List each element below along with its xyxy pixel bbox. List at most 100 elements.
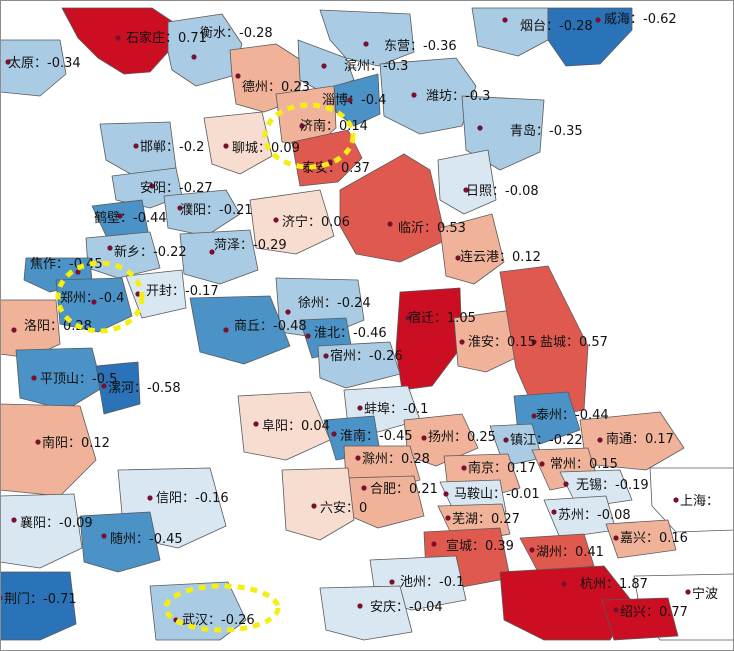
city-dot-luan xyxy=(311,503,317,509)
city-label-chizhou: 池州：-0.1 xyxy=(400,575,464,590)
city-label-xinxiang: 新乡：-0.22 xyxy=(114,244,187,260)
city-dot-huainan xyxy=(331,431,337,437)
city-dot-anyang xyxy=(149,183,155,189)
region-fuyang xyxy=(237,391,331,461)
city-label-anyang: 安阳：-0.27 xyxy=(140,181,213,196)
region-puyang xyxy=(163,189,241,237)
city-label-maanshan: 马鞍山：-0.01 xyxy=(454,486,540,502)
city-dot-linyi xyxy=(387,221,393,227)
city-dot-weifang xyxy=(411,92,417,98)
city-label-linyi: 临沂：0.53 xyxy=(398,221,466,236)
city-label-hangzhou: 杭州：1.87 xyxy=(580,577,648,592)
city-dot-zibo xyxy=(347,97,353,103)
city-label-nanjing: 南京：0.17 xyxy=(468,460,536,476)
region-heze xyxy=(179,229,259,285)
city-dot-rizhao xyxy=(463,187,469,193)
city-dot-jinan xyxy=(299,123,305,129)
city-label-huaibei: 淮北：-0.46 xyxy=(314,326,387,341)
city-label-weihai: 威海：-0.62 xyxy=(604,12,677,27)
city-label-xiangyang: 襄阳：-0.09 xyxy=(20,515,93,531)
city-dot-wuxi xyxy=(563,481,569,487)
city-label-taian: 泰安：0.37 xyxy=(302,161,370,176)
city-dot-qingdao xyxy=(477,125,483,131)
city-label-luan: 六安：0 xyxy=(320,501,367,516)
city-label-huaian: 淮安：0.15 xyxy=(468,335,536,350)
city-label-nanyang: 南阳：0.12 xyxy=(42,435,110,451)
city-label-wuxi: 无锡：-0.19 xyxy=(576,478,649,493)
city-label-yangzhou: 扬州：0.25 xyxy=(428,430,496,445)
city-dot-yangzhou xyxy=(421,435,427,441)
city-label-ningbo: 宁波 xyxy=(692,586,718,602)
region-dongying xyxy=(319,9,415,67)
city-dots-layer xyxy=(0,17,691,623)
city-dot-hebi xyxy=(117,213,123,219)
city-label-dezhou: 德州：0.23 xyxy=(242,80,310,95)
city-dot-weihai xyxy=(595,17,601,23)
city-dot-luohe xyxy=(101,383,107,389)
city-label-taiyuan: 太原：-0.34 xyxy=(8,56,81,71)
region-pingdingshan xyxy=(15,347,103,411)
region-yantai xyxy=(471,7,549,57)
city-dot-xinxiang xyxy=(107,245,113,251)
city-dot-huzhou xyxy=(529,547,535,553)
city-dot-ningbo xyxy=(685,589,691,595)
city-label-luohe: 漯河：-0.58 xyxy=(108,381,181,396)
city-dot-shaoxing xyxy=(613,607,619,613)
region-shijiazhuang xyxy=(61,7,177,75)
city-dot-huaian xyxy=(459,339,465,345)
regions-layer xyxy=(0,7,734,641)
region-huzhou xyxy=(519,533,595,573)
city-label-jinan: 济南：0.14 xyxy=(300,118,368,134)
city-dot-dongying xyxy=(363,41,369,47)
region-jingmen xyxy=(0,571,77,641)
city-label-xuancheng: 宣城：0.39 xyxy=(446,538,514,554)
city-label-yancheng: 盐城：0.57 xyxy=(540,335,608,350)
city-dot-xinyang xyxy=(147,495,153,501)
highlight-circle-1 xyxy=(55,260,145,334)
highlight-circle-0 xyxy=(262,102,356,170)
city-dot-shijiazhuang xyxy=(115,35,121,41)
city-label-weifang: 潍坊：-0.3 xyxy=(426,89,490,104)
city-dot-taiyuan xyxy=(5,59,11,65)
city-label-zhengzhou: 郑州：-0.4 xyxy=(60,291,124,306)
city-dot-nanjing xyxy=(461,465,467,471)
city-dot-nantong xyxy=(597,437,603,443)
city-dot-xiangyang xyxy=(11,517,17,523)
region-suzhou_ah xyxy=(317,341,401,389)
region-linyi xyxy=(339,153,447,263)
city-dot-puyang xyxy=(177,205,183,211)
city-dot-hangzhou xyxy=(561,581,567,587)
city-dot-zhengzhou xyxy=(91,299,97,305)
city-label-zibo: 淄博：-0.4 xyxy=(322,93,386,108)
region-kaifeng xyxy=(125,269,187,319)
city-dot-fuyang xyxy=(253,421,259,427)
region-zhengzhou xyxy=(55,277,133,333)
city-label-dongying: 东营：-0.36 xyxy=(384,39,457,54)
city-dot-suzhou_js xyxy=(551,509,557,515)
city-dot-taizhou xyxy=(531,413,537,419)
city-label-fuyang: 阜阳：0.04 xyxy=(262,418,330,434)
city-label-jingmen: 荆门：-0.71 xyxy=(4,591,77,607)
city-dot-suizhou xyxy=(101,533,107,539)
city-label-anqing: 安庆：-0.04 xyxy=(370,600,443,615)
region-taiyuan xyxy=(0,39,67,97)
region-anqing xyxy=(319,585,413,641)
city-label-heze: 菏泽：-0.29 xyxy=(214,238,287,253)
city-label-shaoxing: 绍兴：0.77 xyxy=(620,605,688,620)
city-label-pingdingshan: 平顶山：-0.5 xyxy=(40,372,117,387)
city-dot-pingdingshan xyxy=(31,375,37,381)
city-label-changzhou: 常州：0.15 xyxy=(550,457,618,472)
city-dot-yantai xyxy=(502,17,508,23)
region-hengshui xyxy=(167,13,243,87)
city-dot-changzhou xyxy=(539,461,545,467)
city-label-hefei: 合肥：0.21 xyxy=(370,482,438,497)
region-shanghai xyxy=(649,467,734,533)
city-label-luoyang: 洛阳：0.28 xyxy=(24,319,92,334)
city-dot-chuzhou xyxy=(355,455,361,461)
city-dot-bengbu xyxy=(357,405,363,411)
city-dot-luoyang xyxy=(11,327,17,333)
city-label-jiaozuo: 焦作：-0.45 xyxy=(30,257,103,272)
city-dot-wuhu xyxy=(445,515,451,521)
region-luan xyxy=(281,467,355,541)
